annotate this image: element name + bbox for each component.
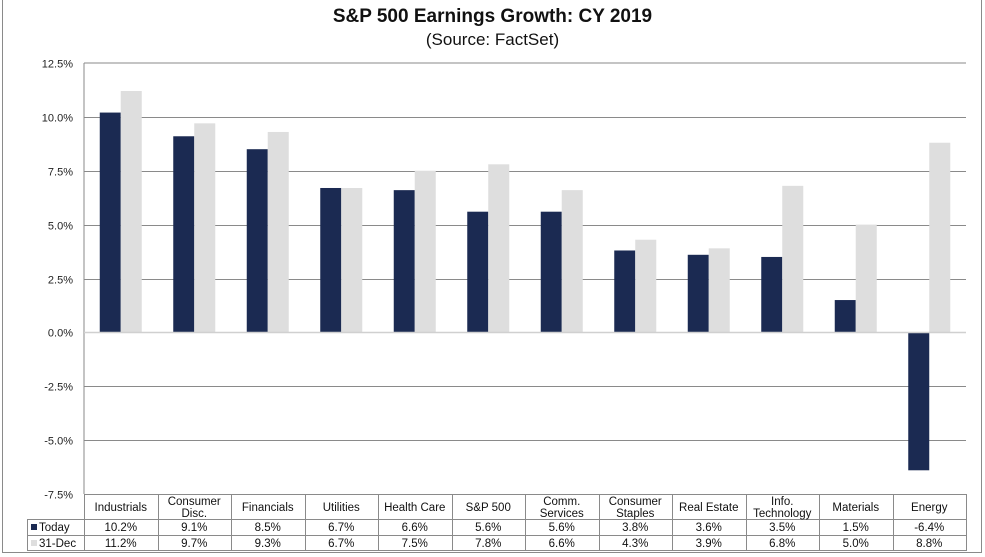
bar-31-dec	[855, 224, 877, 333]
y-tick-label: 7.5%	[48, 167, 73, 179]
category-label: Consumer	[609, 496, 662, 508]
bar-today	[614, 250, 636, 333]
bar-today	[908, 332, 930, 471]
bar-31-dec	[561, 190, 583, 333]
data-label: 9.3%	[255, 538, 281, 550]
legend-label: 31-Dec	[39, 538, 76, 550]
legend-swatch-31-dec	[31, 540, 37, 546]
bar-31-dec	[488, 164, 510, 333]
bar-today	[834, 300, 856, 333]
data-label: 6.6%	[402, 522, 428, 534]
bar-31-dec	[414, 170, 436, 333]
category-label: Info.	[771, 496, 793, 508]
category-label: Real Estate	[679, 502, 738, 514]
bar-31-dec	[194, 123, 216, 333]
data-label: 6.6%	[549, 538, 575, 550]
data-label: -6.4%	[914, 522, 944, 534]
bar-31-dec	[341, 187, 363, 333]
data-label: 10.2%	[104, 522, 137, 534]
category-label: S&P 500	[466, 502, 511, 514]
category-label: Industrials	[95, 502, 148, 514]
data-label: 5.0%	[843, 538, 869, 550]
bar-today	[687, 254, 709, 333]
category-label: Energy	[911, 502, 948, 514]
bar-today	[173, 136, 195, 333]
category-label: Utilities	[323, 502, 360, 514]
data-label: 9.7%	[181, 538, 207, 550]
category-label: Comm.	[543, 496, 580, 508]
data-label: 3.8%	[622, 522, 648, 534]
data-label: 3.9%	[696, 538, 722, 550]
category-label: Materials	[832, 502, 879, 514]
data-label: 5.6%	[549, 522, 575, 534]
category-label: Consumer	[168, 496, 221, 508]
data-label: 3.5%	[769, 522, 795, 534]
bar-today	[246, 149, 268, 333]
chart-subtitle: (Source: FactSet)	[425, 30, 560, 49]
bar-31-dec	[929, 142, 951, 333]
data-label: 11.2%	[105, 538, 137, 550]
bar-31-dec	[782, 185, 804, 333]
bar-today	[761, 256, 783, 333]
data-label: 6.7%	[328, 522, 354, 534]
bar-31-dec	[708, 248, 730, 333]
bar-today	[99, 112, 121, 333]
bar-today	[540, 211, 562, 333]
y-tick-label: 0.0%	[48, 328, 73, 340]
data-label: 6.8%	[769, 538, 795, 550]
bar-today	[467, 211, 489, 333]
y-tick-label: -7.5%	[44, 490, 73, 502]
data-label: 1.5%	[843, 522, 869, 534]
category-label: Services	[540, 508, 584, 520]
category-label: Financials	[242, 502, 294, 514]
data-label: 3.6%	[696, 522, 722, 534]
chart-title: S&P 500 Earnings Growth: CY 2019	[332, 6, 653, 27]
category-label: Health Care	[384, 502, 445, 514]
data-label: 4.3%	[622, 538, 648, 550]
bar-today	[320, 187, 342, 333]
y-tick-label: 2.5%	[48, 275, 73, 287]
data-label: 8.5%	[255, 522, 281, 534]
data-label: 6.7%	[328, 538, 354, 550]
y-tick-label: 12.5%	[42, 59, 73, 71]
bar-31-dec	[120, 91, 142, 333]
bar-31-dec	[635, 239, 657, 333]
bar-31-dec	[267, 131, 289, 333]
y-tick-label: -5.0%	[44, 436, 73, 448]
bar-today	[393, 190, 415, 333]
category-label: Disc.	[181, 508, 207, 520]
y-tick-label: -2.5%	[44, 382, 73, 394]
data-label: 5.6%	[475, 522, 501, 534]
legend-swatch-today	[31, 524, 37, 530]
legend-label: Today	[39, 522, 70, 534]
data-label: 7.8%	[475, 538, 501, 550]
y-tick-label: 10.0%	[42, 113, 73, 125]
data-label: 7.5%	[402, 538, 428, 550]
y-tick-label: 5.0%	[48, 221, 73, 233]
data-label: 9.1%	[181, 522, 207, 534]
data-label: 8.8%	[916, 538, 942, 550]
category-label: Technology	[753, 508, 811, 520]
category-label: Staples	[616, 508, 655, 520]
